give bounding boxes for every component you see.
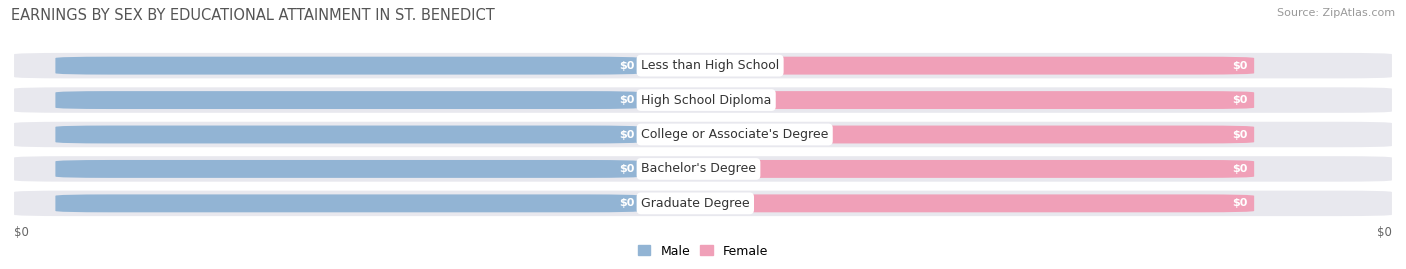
Text: $0: $0 <box>1232 61 1247 71</box>
Text: $0: $0 <box>1376 226 1392 239</box>
FancyBboxPatch shape <box>55 160 641 178</box>
Legend: Male, Female: Male, Female <box>633 239 773 263</box>
FancyBboxPatch shape <box>55 194 641 212</box>
FancyBboxPatch shape <box>641 194 1254 212</box>
FancyBboxPatch shape <box>14 122 1392 147</box>
Text: $0: $0 <box>1232 129 1247 140</box>
Text: $0: $0 <box>619 95 634 105</box>
FancyBboxPatch shape <box>641 126 1254 143</box>
FancyBboxPatch shape <box>55 91 641 109</box>
Text: Source: ZipAtlas.com: Source: ZipAtlas.com <box>1277 8 1395 18</box>
FancyBboxPatch shape <box>14 87 1392 113</box>
Text: $0: $0 <box>619 129 634 140</box>
Text: High School Diploma: High School Diploma <box>641 94 772 107</box>
FancyBboxPatch shape <box>14 191 1392 216</box>
FancyBboxPatch shape <box>14 156 1392 182</box>
Text: $0: $0 <box>1232 164 1247 174</box>
Text: EARNINGS BY SEX BY EDUCATIONAL ATTAINMENT IN ST. BENEDICT: EARNINGS BY SEX BY EDUCATIONAL ATTAINMEN… <box>11 8 495 23</box>
FancyBboxPatch shape <box>55 126 641 143</box>
FancyBboxPatch shape <box>641 91 1254 109</box>
Text: Less than High School: Less than High School <box>641 59 779 72</box>
Text: College or Associate's Degree: College or Associate's Degree <box>641 128 828 141</box>
Text: Graduate Degree: Graduate Degree <box>641 197 749 210</box>
Text: $0: $0 <box>1232 198 1247 208</box>
Text: $0: $0 <box>619 198 634 208</box>
FancyBboxPatch shape <box>14 53 1392 78</box>
Text: $0: $0 <box>1232 95 1247 105</box>
Text: $0: $0 <box>619 164 634 174</box>
Text: $0: $0 <box>14 226 30 239</box>
FancyBboxPatch shape <box>641 160 1254 178</box>
FancyBboxPatch shape <box>55 57 641 75</box>
FancyBboxPatch shape <box>641 57 1254 75</box>
Text: Bachelor's Degree: Bachelor's Degree <box>641 162 756 175</box>
Text: $0: $0 <box>619 61 634 71</box>
